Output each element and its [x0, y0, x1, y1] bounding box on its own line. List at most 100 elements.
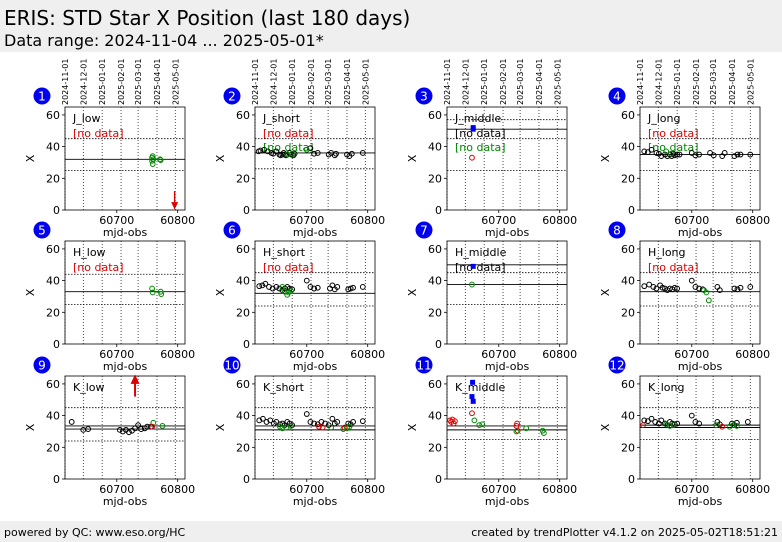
data-point [316, 423, 322, 430]
data-point [514, 420, 520, 427]
date-tick-label: 2024-11-01 [251, 59, 260, 106]
date-tick-label: 2025-04-01 [153, 59, 162, 106]
date-tick-label: 2025-04-01 [535, 59, 544, 106]
y-axis-label: X [406, 154, 419, 162]
date-tick-label: 2025-03-01 [516, 59, 525, 106]
date-tick-label: 2025-02-01 [499, 58, 508, 105]
series-black [256, 411, 366, 429]
date-tick-label: 2024-12-01 [461, 59, 470, 106]
y-tick-label: 0 [628, 473, 635, 486]
plot-frame [254, 375, 376, 480]
series-black [641, 277, 754, 294]
data-point [696, 151, 702, 158]
panel-name: H_long [648, 246, 686, 259]
data-point [279, 284, 286, 290]
y-tick-label: 0 [628, 338, 635, 351]
series-green [284, 146, 310, 158]
data-point [85, 426, 92, 432]
y-axis-label: X [24, 154, 37, 162]
data-point [119, 428, 126, 435]
data-point [479, 421, 486, 428]
header-bar: ERIS: STD Star X Position (last 180 days… [0, 0, 782, 52]
data-point [314, 284, 321, 291]
data-point [328, 424, 335, 431]
panel-J_short: 2024-11-01 2024-12-01 2025-01-01 2025-02-01… [214, 59, 385, 240]
data-point [303, 277, 310, 284]
data-point [340, 426, 347, 432]
data-point [666, 423, 673, 429]
y-tick-label: 60 [621, 243, 635, 256]
no-data-annotation: [no data] [73, 261, 124, 274]
y-tick-label: 20 [236, 172, 250, 185]
data-point [668, 150, 674, 157]
x-axis-label: mjd-obs [678, 360, 723, 373]
data-point [289, 150, 296, 157]
data-point [716, 287, 723, 294]
data-point [331, 152, 338, 159]
series-green [663, 148, 674, 157]
data-point [116, 426, 123, 433]
date-tick-label: 2025-05-01 [171, 59, 180, 106]
x-axis-label: mjd-obs [485, 226, 530, 239]
date-tick-label: 2024-12-01 [654, 59, 663, 106]
date-tick-label: 2025-01-01 [480, 59, 489, 106]
x-tick-label: 60700 [289, 348, 324, 361]
x-axis-label: mjd-obs [485, 360, 530, 373]
panel-number: 7 [420, 224, 428, 238]
y-tick-label: 60 [621, 109, 635, 122]
data-point [132, 425, 138, 432]
series-green [663, 421, 740, 430]
y-tick-label: 20 [236, 441, 250, 454]
data-point [540, 430, 547, 436]
panel-number: 9 [38, 359, 46, 373]
data-point [671, 284, 678, 291]
series-blue [470, 263, 476, 269]
data-point [641, 148, 648, 155]
y-tick-label: 20 [428, 172, 442, 185]
y-tick-label: 40 [621, 410, 635, 423]
y-tick-label: 60 [46, 243, 60, 256]
y-tick-label: 0 [435, 473, 442, 486]
date-tick-label: 2024-12-01 [79, 59, 88, 106]
panel-number: 8 [613, 224, 621, 238]
x-tick-label: 60800 [160, 348, 195, 361]
page-title: ERIS: STD Star X Position (last 180 days… [4, 6, 411, 30]
series-black [68, 419, 154, 436]
x-tick-label: 60800 [735, 348, 770, 361]
data-point [149, 289, 156, 296]
series-red [469, 154, 475, 161]
data-point [149, 423, 156, 430]
panel-number: 2 [228, 90, 236, 104]
no-data-annotation: [no data] [455, 127, 506, 140]
y-tick-label: 20 [46, 306, 60, 319]
date-tick-label: 2025-02-01 [117, 58, 126, 105]
data-point [640, 422, 646, 429]
y-tick-label: 0 [53, 338, 60, 351]
data-point [469, 154, 475, 161]
no-data-annotation: [no data] [263, 141, 314, 154]
plot-frame [254, 240, 376, 345]
y-tick-label: 60 [236, 109, 250, 122]
data-point [291, 150, 298, 157]
y-tick-label: 0 [243, 473, 250, 486]
data-point [303, 411, 310, 417]
data-point [721, 150, 728, 156]
out-of-range-arrowhead [171, 202, 179, 210]
y-tick-label: 40 [236, 275, 250, 288]
x-tick-label: 60800 [350, 483, 385, 496]
series-red [149, 423, 156, 430]
data-point [359, 418, 366, 425]
x-tick-label: 60700 [674, 483, 709, 496]
data-point [350, 284, 356, 291]
panel-J_long: 2024-11-01 2024-12-01 2025-01-01 2025-02-01… [599, 59, 770, 240]
date-tick-label: 2025-03-01 [324, 59, 333, 106]
data-point [80, 426, 87, 433]
data-point [730, 422, 737, 429]
data-point [149, 153, 156, 160]
plot-frame [64, 106, 186, 211]
x-tick-label: 60800 [542, 483, 577, 496]
series-black [641, 146, 754, 160]
panel-number: 6 [228, 224, 236, 238]
data-point [734, 286, 741, 293]
data-point [641, 283, 648, 290]
